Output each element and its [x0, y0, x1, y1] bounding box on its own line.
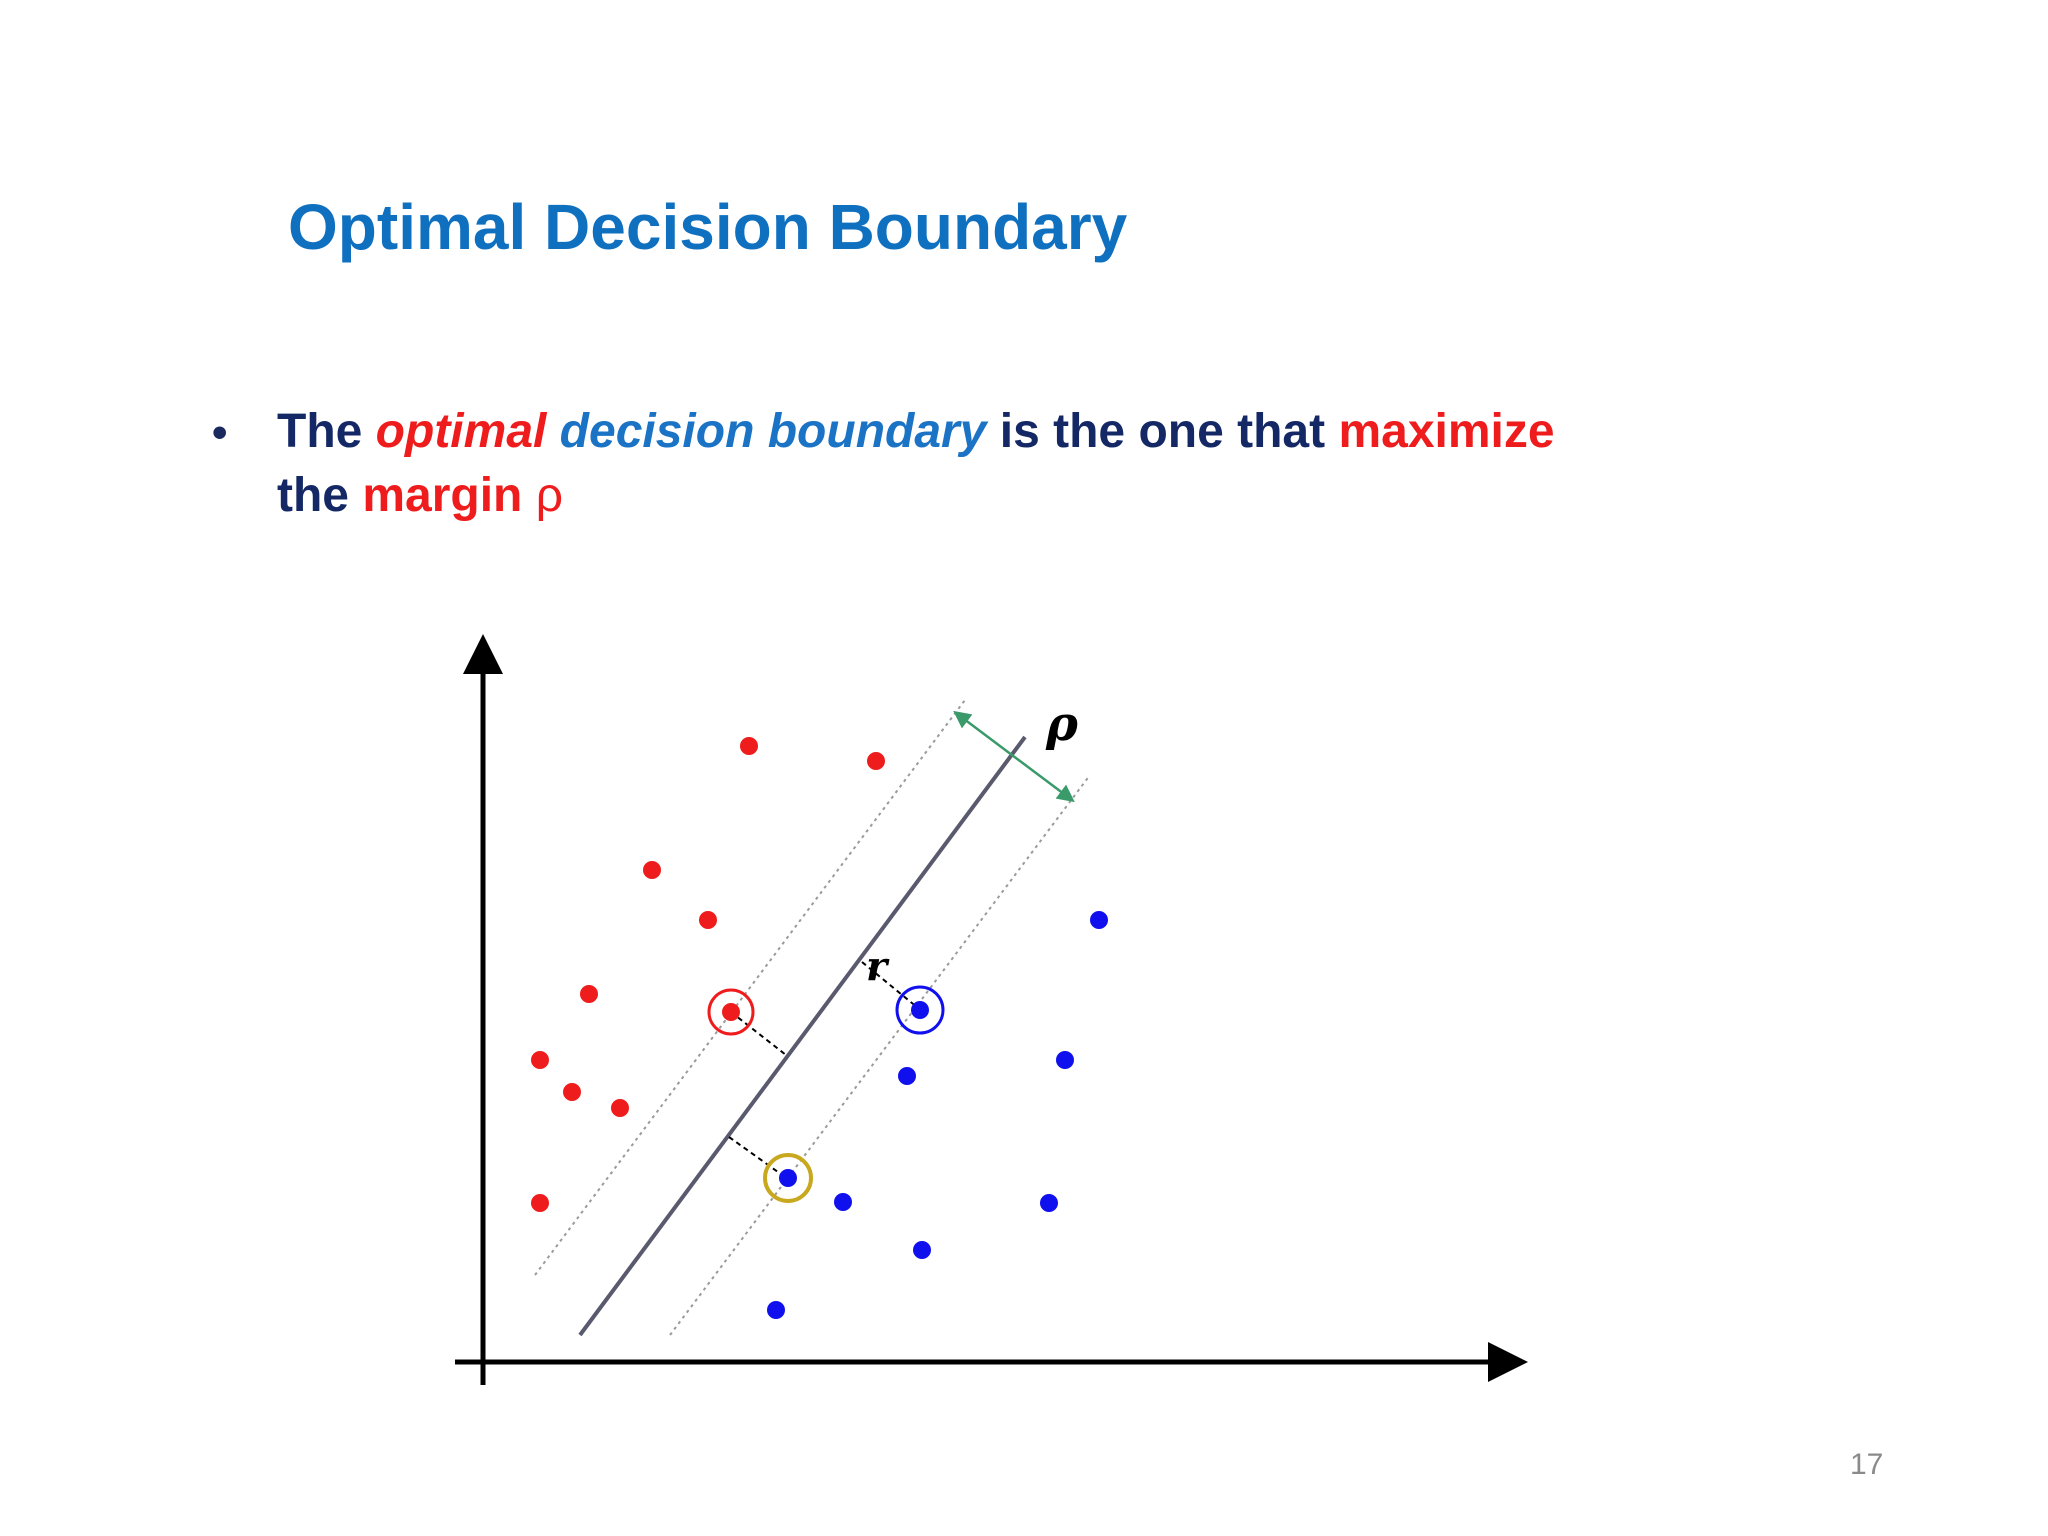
red-point	[867, 752, 885, 770]
margin-line-lower	[669, 774, 1091, 1336]
margin-arrow	[953, 710, 1075, 803]
bullet-part-maximize: maximize	[1338, 405, 1555, 458]
blue-point	[1056, 1051, 1074, 1069]
support-vector-ring-red	[707, 988, 755, 1036]
red-point	[699, 911, 717, 929]
bullet-part-decision-boundary: decision boundary	[546, 405, 987, 458]
class-b-points	[767, 911, 1108, 1319]
bullet-part-margin: margin	[362, 469, 523, 522]
bullet-part-optimal: optimal	[375, 405, 547, 458]
red-point	[722, 1003, 740, 1021]
blue-point	[834, 1193, 852, 1211]
red-point	[531, 1194, 549, 1212]
margin-rho-label: ρ	[1045, 696, 1079, 752]
distance-r-label: r	[866, 943, 890, 990]
red-point	[531, 1051, 549, 1069]
red-point	[611, 1099, 629, 1117]
distance-line-blue-lower	[728, 1136, 786, 1178]
red-point	[740, 737, 758, 755]
distance-line-blue-upper	[861, 961, 919, 1009]
blue-point	[913, 1241, 931, 1259]
support-vector-ring-blue	[895, 985, 945, 1035]
blue-point	[1090, 911, 1108, 929]
bullet-part-the2: the	[277, 469, 363, 522]
bullet-part-rho: ρ	[522, 469, 564, 522]
blue-point	[779, 1169, 797, 1187]
decision-boundary	[578, 735, 1027, 1337]
support-vector-ring-gold	[763, 1153, 813, 1203]
blue-point	[911, 1001, 929, 1019]
slide-title: Optimal Decision Boundary	[288, 191, 1128, 263]
red-point	[580, 985, 598, 1003]
blue-point	[898, 1067, 916, 1085]
bullet-part-the: The	[277, 405, 376, 458]
distance-line-red	[730, 1011, 787, 1056]
blue-point	[767, 1301, 785, 1319]
bullet-part-is-the-one: is the one that	[986, 405, 1339, 458]
red-point	[643, 861, 661, 879]
bullet-mark: •	[212, 408, 228, 457]
page-number: 17	[1850, 1448, 1884, 1481]
blue-point	[1040, 1194, 1058, 1212]
bullet-text: The optimal decision boundary is the one…	[277, 400, 1777, 528]
class-a-points	[531, 737, 885, 1212]
red-point	[563, 1083, 581, 1101]
margin-line-upper	[534, 699, 966, 1276]
